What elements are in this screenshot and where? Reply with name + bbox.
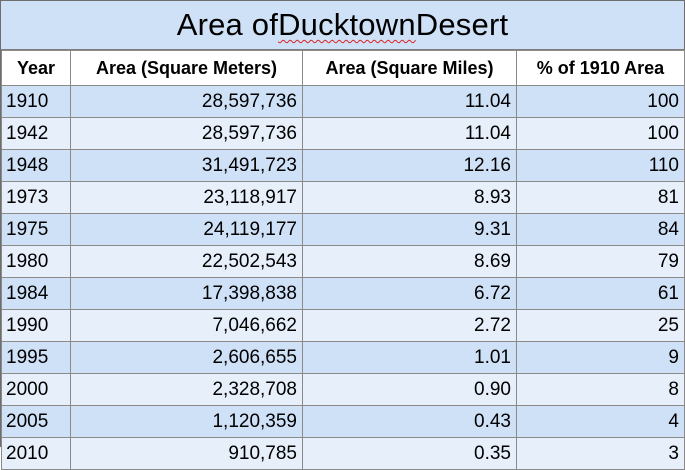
cell-year[interactable]: 1975 [1,213,71,246]
cell-area-sq-miles[interactable]: 0.43 [302,405,517,438]
cell-year[interactable]: 1995 [1,341,71,374]
cell-area-sq-miles[interactable]: 8.69 [302,245,517,278]
cell-percent-of-1910[interactable]: 79 [516,245,685,278]
cell-year[interactable]: 1984 [1,277,71,310]
cell-area-sq-miles[interactable]: 11.04 [302,117,517,150]
cell-area-sq-meters[interactable]: 7,046,662 [70,309,303,342]
cell-area-sq-miles[interactable]: 8.93 [302,181,517,214]
table-row: 1980 22,502,543 8.69 79 [1,245,685,278]
cell-area-sq-meters[interactable]: 1,120,359 [70,405,303,438]
cell-area-sq-meters[interactable]: 31,491,723 [70,149,303,182]
table-row: 2005 1,120,359 0.43 4 [1,405,685,438]
header-percent-of-1910[interactable]: % of 1910 Area [516,50,685,86]
header-year[interactable]: Year [1,50,71,86]
cell-area-sq-miles[interactable]: 0.90 [302,373,517,406]
cell-percent-of-1910[interactable]: 9 [516,341,685,374]
cell-area-sq-miles[interactable]: 9.31 [302,213,517,246]
table-row: 2000 2,328,708 0.90 8 [1,373,685,406]
cell-area-sq-miles[interactable]: 12.16 [302,149,517,182]
cell-year[interactable]: 2000 [1,373,71,406]
header-area-sq-meters[interactable]: Area (Square Meters) [70,50,303,86]
cell-area-sq-meters[interactable]: 910,785 [70,437,303,470]
table-row: 1910 28,597,736 11.04 100 [1,85,685,118]
table-row: 1995 2,606,655 1.01 9 [1,341,685,374]
title-prefix: Area of [176,7,279,42]
cell-year[interactable]: 1948 [1,149,71,182]
cell-area-sq-meters[interactable]: 22,502,543 [70,245,303,278]
cell-area-sq-miles[interactable]: 0.35 [302,437,517,470]
cell-area-sq-meters[interactable]: 28,597,736 [70,85,303,118]
cell-percent-of-1910[interactable]: 61 [516,277,685,310]
cell-percent-of-1910[interactable]: 25 [516,309,685,342]
title-suffix: Desert [415,7,509,42]
data-table: Year Area (Square Meters) Area (Square M… [1,50,685,470]
cell-area-sq-miles[interactable]: 11.04 [302,85,517,118]
cell-year[interactable]: 1980 [1,245,71,278]
cell-percent-of-1910[interactable]: 3 [516,437,685,470]
table-row: 1984 17,398,838 6.72 61 [1,277,685,310]
table-row: 1990 7,046,662 2.72 25 [1,309,685,342]
cell-area-sq-meters[interactable]: 2,606,655 [70,341,303,374]
table-row: 1975 24,119,177 9.31 84 [1,213,685,246]
cell-year[interactable]: 1910 [1,85,71,118]
cell-percent-of-1910[interactable]: 100 [516,117,685,150]
cell-area-sq-miles[interactable]: 1.01 [302,341,517,374]
cell-year[interactable]: 2010 [1,437,71,470]
cell-percent-of-1910[interactable]: 100 [516,85,685,118]
cell-percent-of-1910[interactable]: 4 [516,405,685,438]
cell-percent-of-1910[interactable]: 81 [516,181,685,214]
header-row: Year Area (Square Meters) Area (Square M… [1,50,685,86]
cell-percent-of-1910[interactable]: 84 [516,213,685,246]
table-row: 1942 28,597,736 11.04 100 [1,117,685,150]
cell-area-sq-miles[interactable]: 6.72 [302,277,517,310]
header-area-sq-miles[interactable]: Area (Square Miles) [302,50,517,86]
cell-year[interactable]: 1942 [1,117,71,150]
cell-area-sq-meters[interactable]: 17,398,838 [70,277,303,310]
cell-area-sq-meters[interactable]: 28,597,736 [70,117,303,150]
cell-percent-of-1910[interactable]: 8 [516,373,685,406]
table-row: 2010 910,785 0.35 3 [1,437,685,470]
cell-area-sq-meters[interactable]: 2,328,708 [70,373,303,406]
cell-year[interactable]: 2005 [1,405,71,438]
table-row: 1973 23,118,917 8.93 81 [1,181,685,214]
cell-year[interactable]: 1973 [1,181,71,214]
cell-area-sq-meters[interactable]: 24,119,177 [70,213,303,246]
title-misspelled-word: Ducktown [278,7,416,42]
table-title: Area of Ducktown Desert [1,1,684,50]
cell-area-sq-meters[interactable]: 23,118,917 [70,181,303,214]
cell-area-sq-miles[interactable]: 2.72 [302,309,517,342]
cell-percent-of-1910[interactable]: 110 [516,149,685,182]
cell-year[interactable]: 1990 [1,309,71,342]
table-row: 1948 31,491,723 12.16 110 [1,149,685,182]
